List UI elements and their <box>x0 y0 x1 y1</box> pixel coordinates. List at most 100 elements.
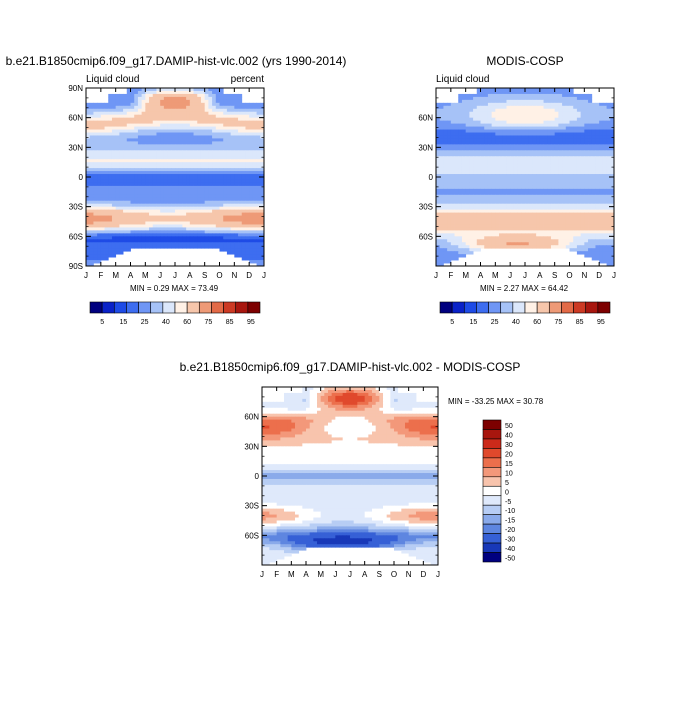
panel-model-cell <box>116 144 120 147</box>
panel-model-cell <box>201 118 205 121</box>
panel-obs-cell <box>481 204 485 207</box>
panel-obs-cell <box>469 189 473 192</box>
panel-model-cell <box>194 186 198 189</box>
panel-obs-cell <box>473 109 477 112</box>
panel-model-cell <box>127 144 131 147</box>
panel-model-cell <box>171 245 175 248</box>
panel-obs-cell <box>503 213 507 216</box>
colorbar-label: 40 <box>162 319 170 326</box>
panel-model-cell <box>249 227 253 230</box>
panel-model-cell <box>201 150 205 153</box>
panel-obs-cell <box>540 180 544 183</box>
panel-model-cell <box>108 97 112 100</box>
panel-obs-cell <box>462 204 466 207</box>
panel-obs-cell <box>455 183 459 186</box>
panel-model-cell <box>245 133 249 136</box>
panel-model-cell <box>156 204 160 207</box>
panel-model-cell <box>234 186 238 189</box>
panel-obs-cell <box>484 198 488 201</box>
panel-model-cell <box>108 207 112 210</box>
panel-model-cell <box>160 106 164 109</box>
panel-model-cell <box>108 248 112 251</box>
panel-model-cell <box>257 180 261 183</box>
panel-model-cell <box>145 88 149 91</box>
panel-obs-cell <box>558 222 562 225</box>
panel-model-cell <box>145 162 149 165</box>
panel-obs-cell <box>499 201 503 204</box>
panel-model-cell <box>186 168 190 171</box>
panel-model-cell <box>212 174 216 177</box>
panel-model-cell <box>93 224 97 227</box>
panel-model-cell <box>197 207 201 210</box>
panel-obs-cell <box>555 168 559 171</box>
panel-model-cell <box>138 94 142 97</box>
panel-obs-cell <box>551 144 555 147</box>
panel-model-cell <box>123 135 127 138</box>
panel-model-cell <box>201 109 205 112</box>
panel-model-cell <box>97 168 101 171</box>
panel-obs-cell <box>506 94 510 97</box>
panel-model-cell <box>101 224 105 227</box>
panel-obs-cell <box>484 207 488 210</box>
panel-model-cell <box>101 189 105 192</box>
panel-obs-cell <box>536 210 540 213</box>
panel-model-cell <box>97 159 101 162</box>
panel-obs-cell <box>536 219 540 222</box>
panel-obs-cell <box>558 216 562 219</box>
panel-model-cell <box>145 195 149 198</box>
panel-model-cell <box>186 156 190 159</box>
panel-obs-cell <box>469 97 473 100</box>
panel-model-cell <box>245 213 249 216</box>
panel-model-cell <box>175 94 179 97</box>
panel-obs-cell <box>466 216 470 219</box>
panel-obs-cell <box>536 147 540 150</box>
panel-obs-cell <box>466 153 470 156</box>
panel-model-cell <box>153 165 157 168</box>
panel-obs-cell <box>529 180 533 183</box>
panel-obs-cell <box>462 135 466 138</box>
panel-model-cell <box>220 165 224 168</box>
panel-model-cell <box>86 260 90 263</box>
panel-obs-cell <box>573 97 577 100</box>
x-tick-label: J <box>173 271 177 280</box>
panel-obs-cell <box>573 204 577 207</box>
panel-obs-cell <box>455 177 459 180</box>
panel-obs-cell <box>481 127 485 130</box>
panel-obs-cell <box>562 174 566 177</box>
panel-obs-cell <box>544 222 548 225</box>
panel-model-cell <box>212 183 216 186</box>
panel-model-cell <box>182 222 186 225</box>
panel-model-cell <box>168 115 172 118</box>
panel-obs-cell <box>521 112 525 115</box>
panel-model-cell <box>234 210 238 213</box>
panel-obs-cell <box>547 186 551 189</box>
panel-model-cell <box>220 109 224 112</box>
panel-model-cell <box>179 198 183 201</box>
panel-obs-cell <box>506 127 510 130</box>
panel-model-cell <box>212 245 216 248</box>
panel-obs-cell <box>566 165 570 168</box>
panel-obs-cell <box>566 121 570 124</box>
panel-obs-cell <box>436 138 440 141</box>
panel-model-cell <box>153 219 157 222</box>
panel-model-cell <box>108 254 112 257</box>
panel-obs-cell <box>592 207 596 210</box>
panel-obs-cell <box>506 174 510 177</box>
panel-model-cell <box>190 239 194 242</box>
panel-model-cell <box>123 183 127 186</box>
panel-model-cell <box>242 144 246 147</box>
panel-model-cell <box>205 239 209 242</box>
panel-obs-cell <box>462 198 466 201</box>
panel-model-cell <box>97 124 101 127</box>
panel-obs-cell <box>443 230 447 233</box>
panel-obs-cell <box>588 198 592 201</box>
panel-model-cell <box>160 201 164 204</box>
panel-model-cell <box>234 227 238 230</box>
panel-obs-cell <box>595 180 599 183</box>
panel-obs-cell <box>525 213 529 216</box>
panel-model-cell <box>171 144 175 147</box>
panel-model-cell <box>134 207 138 210</box>
panel-model-cell <box>145 112 149 115</box>
panel-model-cell <box>197 112 201 115</box>
panel-model-cell <box>156 153 160 156</box>
